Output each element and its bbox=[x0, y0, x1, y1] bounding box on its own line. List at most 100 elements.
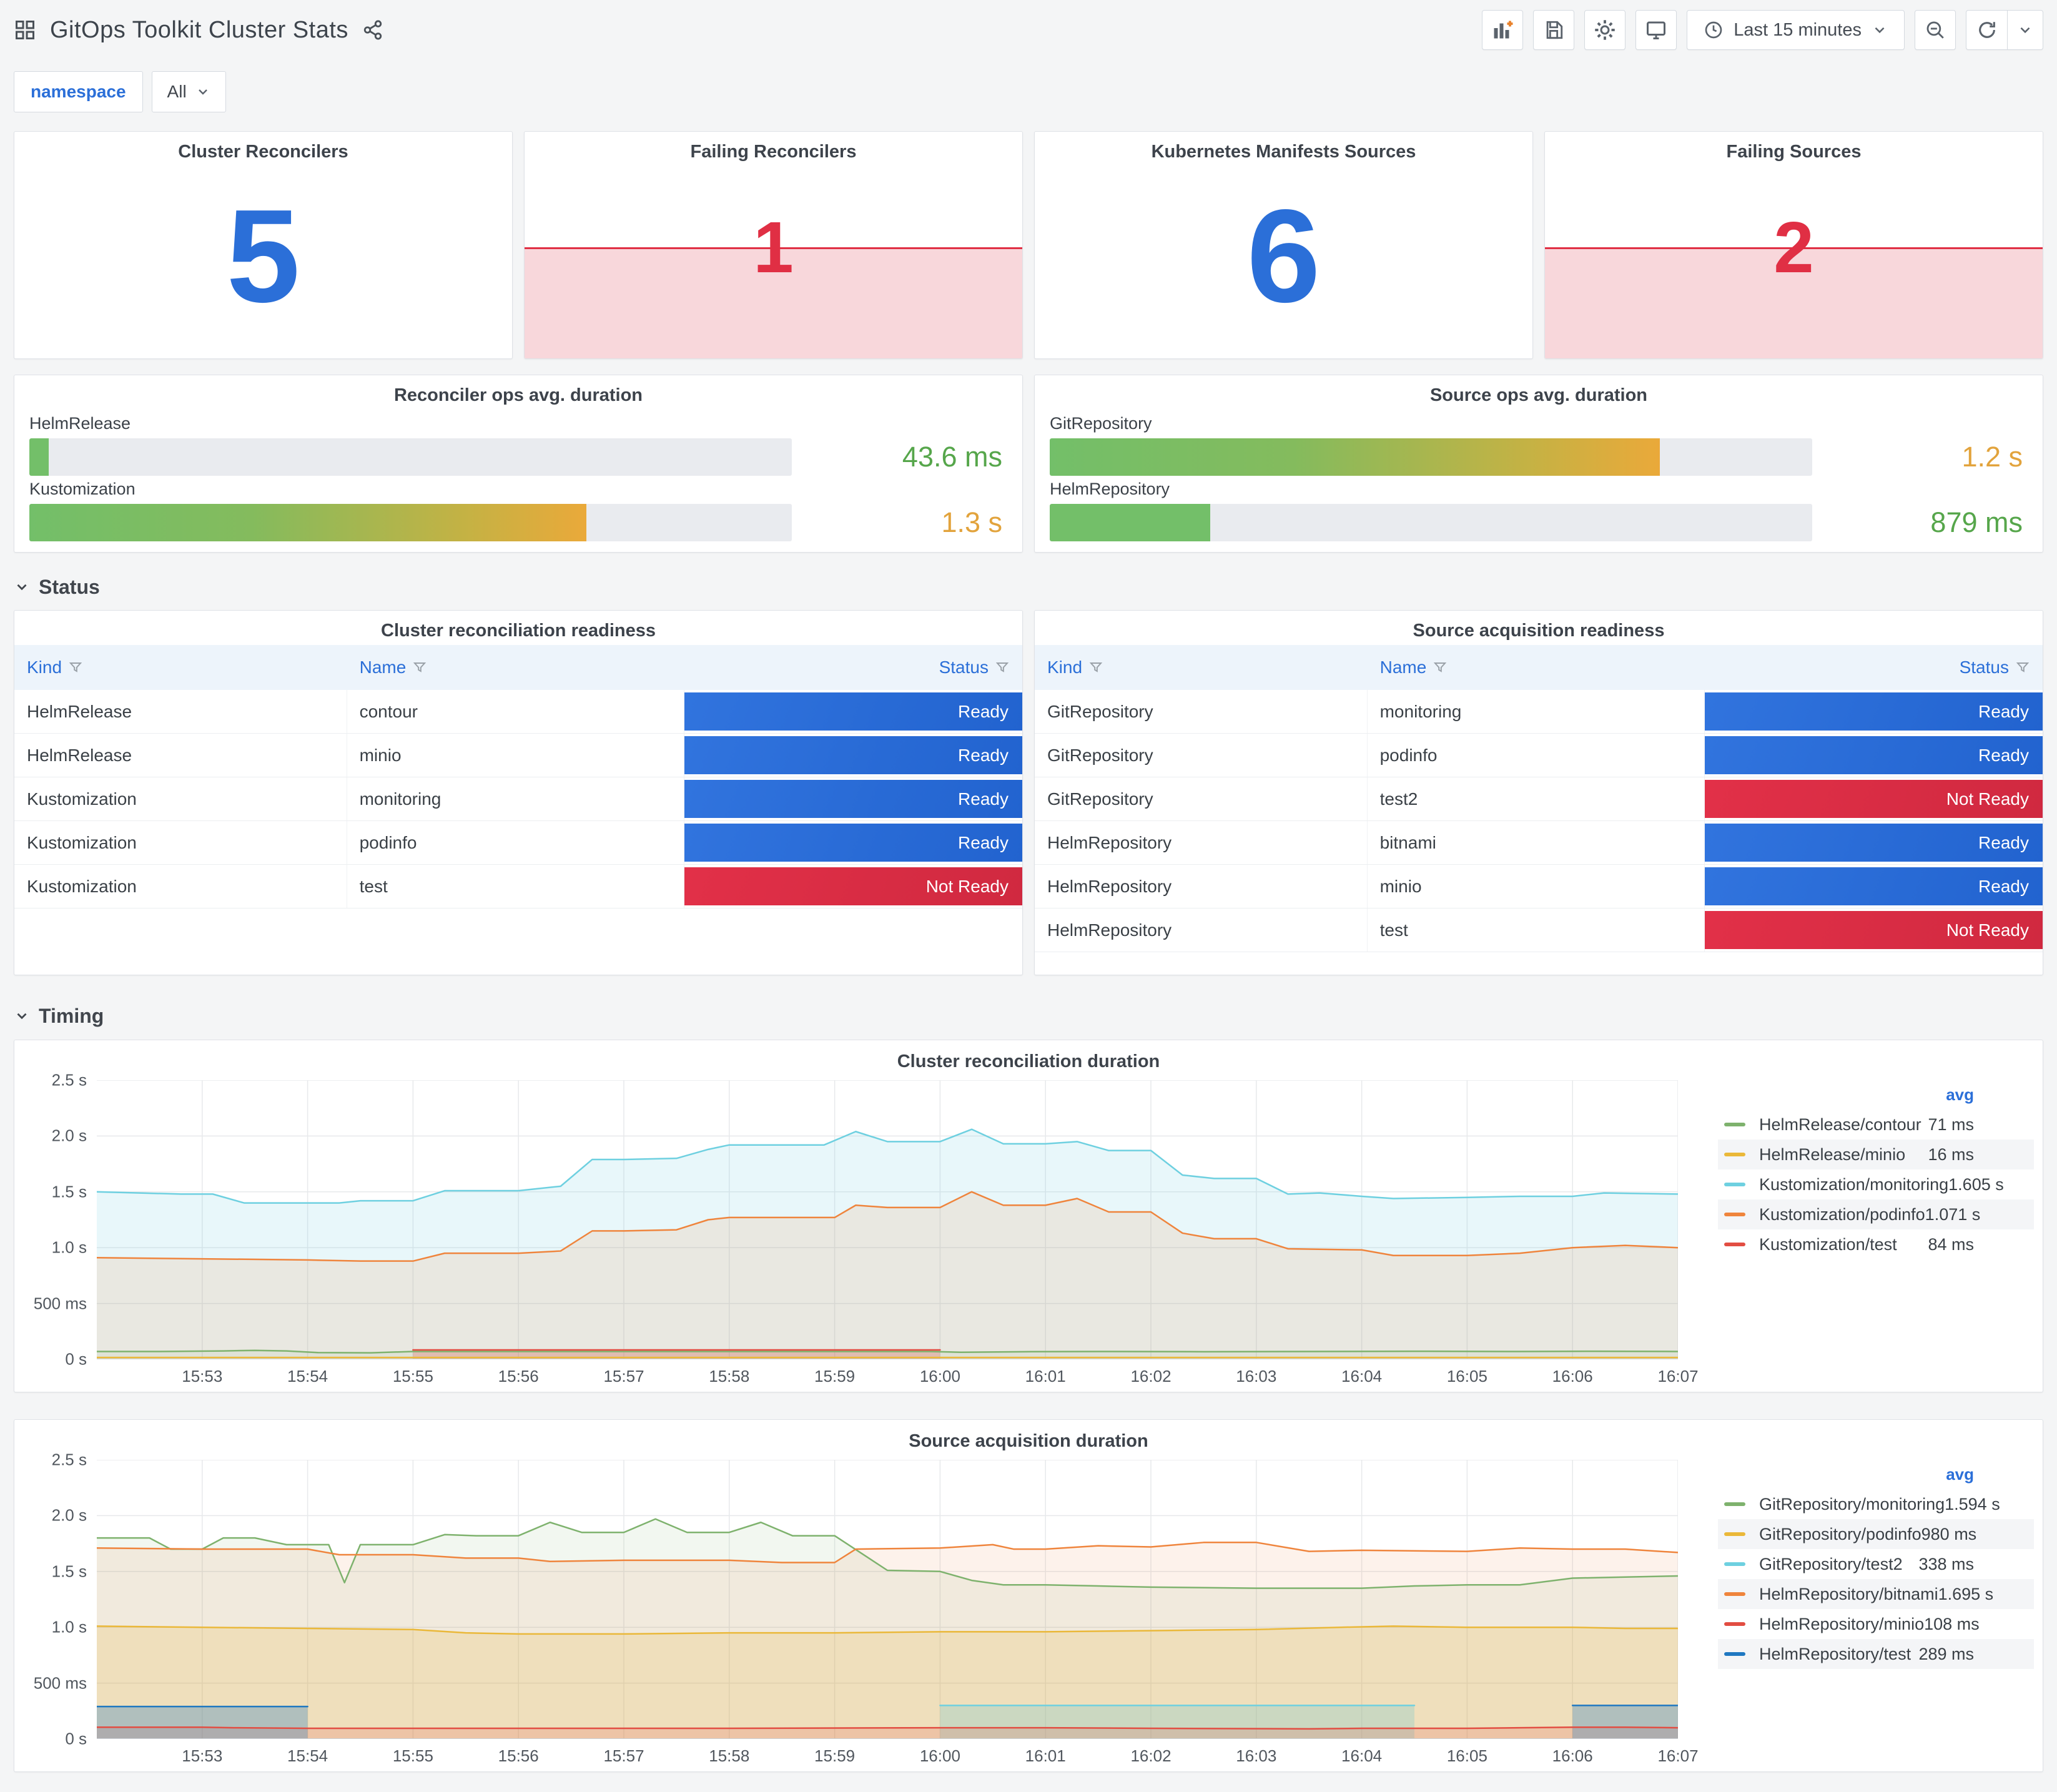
x-axis-tick-label: 16:03 bbox=[1236, 1367, 1277, 1386]
legend-avg-value: 1.071 s bbox=[1925, 1204, 1981, 1224]
column-header-name[interactable]: Name bbox=[1368, 657, 1705, 677]
legend-series-name: GitRepository/test2 bbox=[1759, 1554, 1903, 1573]
time-range-label: Last 15 minutes bbox=[1734, 19, 1862, 40]
x-axis-tick-label: 16:04 bbox=[1341, 1367, 1383, 1386]
panel-source-acquisition-duration[interactable]: Source acquisition duration 0 s 500 ms 1.0… bbox=[14, 1419, 2043, 1772]
legend-item-HelmRelease/minio[interactable]: HelmRelease/minio 16 ms bbox=[1718, 1140, 2034, 1169]
variable-namespace-dropdown[interactable]: All bbox=[151, 71, 226, 112]
gauge-track bbox=[29, 504, 792, 542]
legend-item-Kustomization/test[interactable]: Kustomization/test 84 ms bbox=[1718, 1229, 2034, 1259]
x-axis-tick-label: 15:58 bbox=[709, 1367, 750, 1386]
y-axis-tick-label: 2.5 s bbox=[51, 1450, 87, 1469]
x-axis-tick-label: 16:05 bbox=[1446, 1367, 1487, 1386]
legend-item-HelmRepository/test[interactable]: HelmRepository/test 289 ms bbox=[1718, 1639, 2034, 1669]
cell-status: Ready bbox=[684, 777, 1022, 820]
table-row: HelmRepository minio Ready bbox=[1035, 865, 2043, 908]
refresh-button[interactable] bbox=[1966, 10, 2007, 50]
legend-item-HelmRepository/minio[interactable]: HelmRepository/minio 108 ms bbox=[1718, 1609, 2034, 1639]
table-row: Kustomization monitoring Ready bbox=[14, 777, 1022, 821]
refresh-interval-dropdown[interactable] bbox=[2007, 10, 2043, 50]
legend-item-GitRepository/test2[interactable]: GitRepository/test2 338 ms bbox=[1718, 1549, 2034, 1579]
time-range-picker[interactable]: Last 15 minutes bbox=[1687, 10, 1905, 50]
filter-funnel-icon[interactable] bbox=[1088, 660, 1103, 675]
series-fill-HelmRepository/test bbox=[97, 1706, 308, 1739]
cell-status: Ready bbox=[684, 690, 1022, 733]
gauge-value: 879 ms bbox=[1930, 506, 2023, 539]
panel-source-readiness[interactable]: Source acquisition readiness Kind Name Sta… bbox=[1034, 610, 2043, 975]
add-panel-button[interactable] bbox=[1482, 10, 1524, 50]
legend-avg-value: 1.594 s bbox=[1945, 1494, 2000, 1514]
gauge-value: 1.2 s bbox=[1961, 440, 2023, 473]
status-badge: Not Ready bbox=[1705, 911, 2043, 949]
column-header-status[interactable]: Status bbox=[1705, 657, 2043, 677]
legend-avg-value: 108 ms bbox=[1924, 1614, 1980, 1633]
filter-funnel-icon[interactable] bbox=[412, 660, 427, 675]
series-fill-Kustomization/podinfo bbox=[97, 1191, 1678, 1359]
panel-reconciler-ops[interactable]: Reconciler ops avg. duration HelmRelease… bbox=[14, 375, 1023, 553]
column-header-name[interactable]: Name bbox=[347, 657, 685, 677]
x-axis-tick-label: 16:06 bbox=[1552, 1367, 1593, 1386]
dashboard-toolbar: Last 15 minutes bbox=[1482, 10, 2043, 50]
legend-item-GitRepository/monitoring[interactable]: GitRepository/monitoring 1.594 s bbox=[1718, 1489, 2034, 1519]
legend-avg-header[interactable]: avg bbox=[1946, 1085, 1974, 1104]
legend-item-Kustomization/podinfo[interactable]: Kustomization/podinfo 1.071 s bbox=[1718, 1199, 2034, 1229]
legend-item-HelmRepository/bitnami[interactable]: HelmRepository/bitnami 1.695 s bbox=[1718, 1579, 2034, 1609]
legend-item-HelmRelease/contour[interactable]: HelmRelease/contour 71 ms bbox=[1718, 1110, 2034, 1140]
panel-cluster-reconciliation-duration[interactable]: Cluster reconciliation duration 0 s 500 m… bbox=[14, 1040, 2043, 1392]
zoom-out-button[interactable] bbox=[1915, 10, 1956, 50]
cell-kind: HelmRelease bbox=[14, 690, 347, 733]
monitor-icon bbox=[1647, 21, 1666, 39]
share-icon[interactable] bbox=[362, 19, 383, 41]
legend-swatch bbox=[1724, 1213, 1745, 1216]
panel-title: Kubernetes Manifests Sources bbox=[1151, 142, 1416, 162]
gauge-value: 43.6 ms bbox=[902, 440, 1002, 473]
legend-avg-header[interactable]: avg bbox=[1946, 1465, 1974, 1484]
time-series-plot[interactable] bbox=[97, 1080, 1678, 1359]
panel-title: Cluster Reconcilers bbox=[178, 142, 348, 162]
legend-swatch bbox=[1724, 1592, 1745, 1596]
stat-panel-failing-sources[interactable]: Failing Sources 2 bbox=[1544, 131, 2043, 359]
section-status[interactable]: Status bbox=[14, 573, 2043, 601]
column-header-status[interactable]: Status bbox=[684, 657, 1022, 677]
cell-status: Ready bbox=[684, 734, 1022, 777]
filter-funnel-icon[interactable] bbox=[995, 660, 1010, 675]
series-fill-HelmRepository/minio bbox=[97, 1727, 1678, 1739]
save-dashboard-button[interactable] bbox=[1533, 10, 1575, 50]
table-row: HelmRepository test Not Ready bbox=[1035, 908, 2043, 952]
cell-kind: HelmRepository bbox=[1035, 908, 1368, 952]
section-timing[interactable]: Timing bbox=[14, 1002, 2043, 1030]
legend-avg-value: 289 ms bbox=[1918, 1644, 1974, 1663]
series-line-GitRepository/podinfo bbox=[97, 1626, 1678, 1634]
time-series-plot[interactable] bbox=[97, 1460, 1678, 1739]
legend-series-name: Kustomization/test bbox=[1759, 1234, 1897, 1254]
stat-value: 5 bbox=[226, 182, 300, 330]
stat-panel-failing-reconcilers[interactable]: Failing Reconcilers 1 bbox=[524, 131, 1023, 359]
chevron-down-icon bbox=[2020, 27, 2030, 34]
x-axis-tick-label: 16:01 bbox=[1025, 1367, 1066, 1386]
stat-value: 2 bbox=[1773, 207, 1814, 288]
legend-item-GitRepository/podinfo[interactable]: GitRepository/podinfo 980 ms bbox=[1718, 1519, 2034, 1549]
cell-name: test2 bbox=[1368, 777, 1705, 820]
panel-title: Source ops avg. duration bbox=[1429, 385, 1648, 405]
panel-cluster-readiness[interactable]: Cluster reconciliation readiness Kind Nam… bbox=[14, 610, 1023, 975]
filter-funnel-icon[interactable] bbox=[68, 660, 83, 675]
stat-panel-cluster-reconcilers[interactable]: Cluster Reconcilers 5 bbox=[14, 131, 513, 359]
status-badge: Ready bbox=[684, 824, 1022, 862]
column-header-kind[interactable]: Kind bbox=[1035, 657, 1368, 677]
status-badge: Ready bbox=[684, 736, 1022, 774]
stat-panel-kubernetes-manifests-sources[interactable]: Kubernetes Manifests Sources 6 bbox=[1034, 131, 1533, 359]
legend-item-Kustomization/monitoring[interactable]: Kustomization/monitoring 1.605 s bbox=[1718, 1169, 2034, 1199]
settings-button[interactable] bbox=[1584, 10, 1626, 50]
filter-funnel-icon[interactable] bbox=[1433, 660, 1448, 675]
x-axis-tick-label: 16:07 bbox=[1657, 1367, 1699, 1386]
cell-kind: GitRepository bbox=[1035, 777, 1368, 820]
tv-mode-button[interactable] bbox=[1635, 10, 1677, 50]
column-header-kind[interactable]: Kind bbox=[14, 657, 347, 677]
panel-source-ops[interactable]: Source ops avg. duration GitRepository 1.… bbox=[1034, 375, 2043, 553]
dashboard-grid-icon[interactable] bbox=[14, 19, 36, 41]
filter-funnel-icon[interactable] bbox=[2015, 660, 2030, 675]
cell-name: monitoring bbox=[1368, 690, 1705, 733]
legend-swatch bbox=[1724, 1243, 1745, 1246]
y-axis-tick-label: 1.5 s bbox=[51, 1182, 87, 1201]
